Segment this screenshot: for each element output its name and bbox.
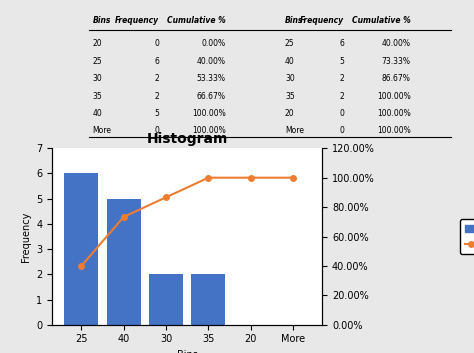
Text: 40.00%: 40.00% xyxy=(197,57,226,66)
Legend: Frequency, Cumulative %: Frequency, Cumulative % xyxy=(460,219,474,254)
Text: 100.00%: 100.00% xyxy=(377,126,410,136)
Text: Frequency: Frequency xyxy=(115,17,159,25)
Text: 20: 20 xyxy=(285,109,295,118)
Text: 2: 2 xyxy=(155,91,159,101)
Text: 6: 6 xyxy=(339,39,344,48)
Text: 100.00%: 100.00% xyxy=(192,109,226,118)
Text: 100.00%: 100.00% xyxy=(192,126,226,136)
Bar xyxy=(107,199,141,325)
Text: 0: 0 xyxy=(339,126,344,136)
Text: 0: 0 xyxy=(155,126,159,136)
Y-axis label: Frequency: Frequency xyxy=(20,211,31,262)
Text: 40: 40 xyxy=(93,109,102,118)
Text: 40: 40 xyxy=(285,57,295,66)
Text: 5: 5 xyxy=(155,109,159,118)
Text: 2: 2 xyxy=(155,74,159,83)
Text: More: More xyxy=(93,126,112,136)
Text: Bins: Bins xyxy=(285,17,303,25)
Text: 25: 25 xyxy=(93,57,102,66)
Bar xyxy=(191,274,225,325)
Text: 35: 35 xyxy=(93,91,102,101)
Text: 2: 2 xyxy=(339,74,344,83)
Text: 100.00%: 100.00% xyxy=(377,91,410,101)
Text: More: More xyxy=(285,126,304,136)
Text: 6: 6 xyxy=(155,57,159,66)
Text: Cumulative %: Cumulative % xyxy=(167,17,226,25)
Text: 53.33%: 53.33% xyxy=(197,74,226,83)
Bar xyxy=(149,274,183,325)
Title: Histogram: Histogram xyxy=(146,132,228,146)
Text: 100.00%: 100.00% xyxy=(377,109,410,118)
Text: 5: 5 xyxy=(339,57,344,66)
Text: 66.67%: 66.67% xyxy=(197,91,226,101)
Text: 0.00%: 0.00% xyxy=(202,39,226,48)
Text: 0: 0 xyxy=(155,39,159,48)
Text: 73.33%: 73.33% xyxy=(382,57,410,66)
Text: 25: 25 xyxy=(285,39,295,48)
Text: 20: 20 xyxy=(93,39,102,48)
Text: 30: 30 xyxy=(285,74,295,83)
Text: Bins: Bins xyxy=(93,17,111,25)
Text: Cumulative %: Cumulative % xyxy=(352,17,410,25)
Text: 86.67%: 86.67% xyxy=(382,74,410,83)
Text: 35: 35 xyxy=(285,91,295,101)
Text: 40.00%: 40.00% xyxy=(382,39,410,48)
X-axis label: Bins: Bins xyxy=(177,350,198,353)
Text: 0: 0 xyxy=(339,109,344,118)
Text: 2: 2 xyxy=(339,91,344,101)
Text: Frequency: Frequency xyxy=(300,17,344,25)
Text: 30: 30 xyxy=(93,74,102,83)
Bar xyxy=(64,173,98,325)
